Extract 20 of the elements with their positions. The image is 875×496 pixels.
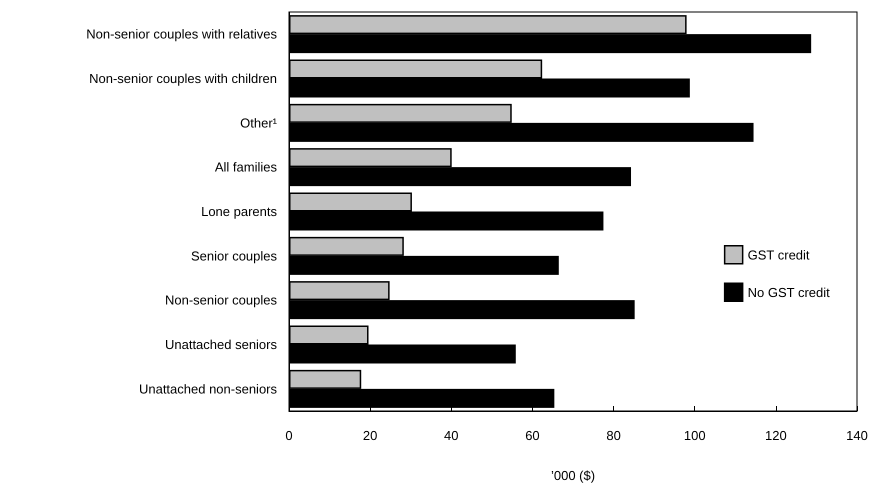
y-tick-label: Non-senior couples with relatives	[86, 26, 278, 42]
x-tick-label: 60	[525, 428, 540, 443]
x-tick-label: 120	[765, 428, 787, 443]
y-tick-label: Senior couples	[191, 248, 278, 264]
x-tick-label: 100	[684, 428, 706, 443]
x-axis-title: ’000 ($)	[550, 468, 596, 483]
y-tick-label: All families	[214, 160, 278, 175]
legend-label: GST credit	[748, 247, 810, 262]
x-tick-label: 0	[285, 428, 293, 443]
y-tick-label: Lone parents	[201, 204, 278, 219]
x-tick-label: 40	[444, 428, 459, 443]
y-tick-label: Non-senior couples	[164, 292, 278, 308]
legend-label: No GST credit	[748, 284, 830, 300]
y-tick-label: Other¹	[240, 115, 278, 130]
y-tick-label: Unattached seniors	[164, 337, 278, 352]
x-tick-label: 80	[606, 428, 621, 443]
x-tick-label: 140	[846, 428, 868, 443]
x-tick-label: 20	[362, 428, 378, 443]
y-tick-label: Non-senior couples with children	[89, 71, 277, 86]
y-tick-label: Unattached non-seniors	[138, 381, 278, 396]
